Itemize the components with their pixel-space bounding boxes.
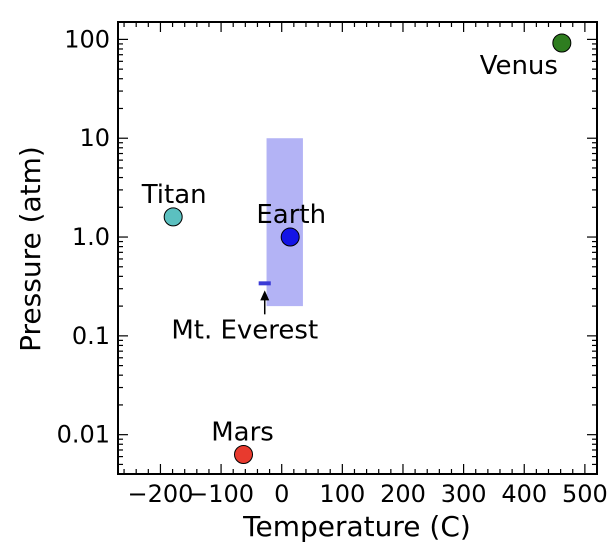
x-tick-label: −100 (188, 480, 254, 508)
axes: −200−100 0 100 200 300 400 500 0.01 0.1 1.0 10 100 (57, 21, 608, 508)
point-titan (163, 207, 183, 227)
x-tick-label: 200 (380, 480, 426, 508)
x-tick-label: 0 (274, 480, 289, 508)
x-tick-label: 100 (319, 480, 365, 508)
y-tick-label: 10 (79, 124, 110, 152)
plot-frame (117, 21, 598, 475)
x-tick-label: −200 (127, 480, 193, 508)
x-tick-label: 500 (562, 480, 608, 508)
plot-area: Mt. Everest Venus Titan Earth Mars (141, 33, 572, 465)
label-titan: Titan (141, 180, 207, 210)
y-axis-title: Pressure (atm) (14, 146, 47, 352)
y-tick-label: 100 (64, 25, 110, 53)
point-mars (234, 445, 254, 465)
y-tick-label: 0.01 (57, 421, 110, 449)
point-venus (552, 33, 572, 53)
shaded-region (266, 138, 303, 307)
label-mars: Mars (211, 418, 274, 448)
label-earth: Earth (256, 200, 326, 230)
annotation-label: Mt. Everest (171, 315, 318, 345)
point-earth (280, 227, 300, 247)
y-tick-label: 0.1 (72, 322, 110, 350)
x-axis-title: Temperature (C) (242, 510, 471, 543)
x-tick-label: 400 (501, 480, 547, 508)
label-venus: Venus (480, 51, 558, 81)
y-tick-label: 1.0 (72, 223, 110, 251)
annotation-arrow-head (260, 290, 270, 301)
x-tick-label: 300 (441, 480, 487, 508)
